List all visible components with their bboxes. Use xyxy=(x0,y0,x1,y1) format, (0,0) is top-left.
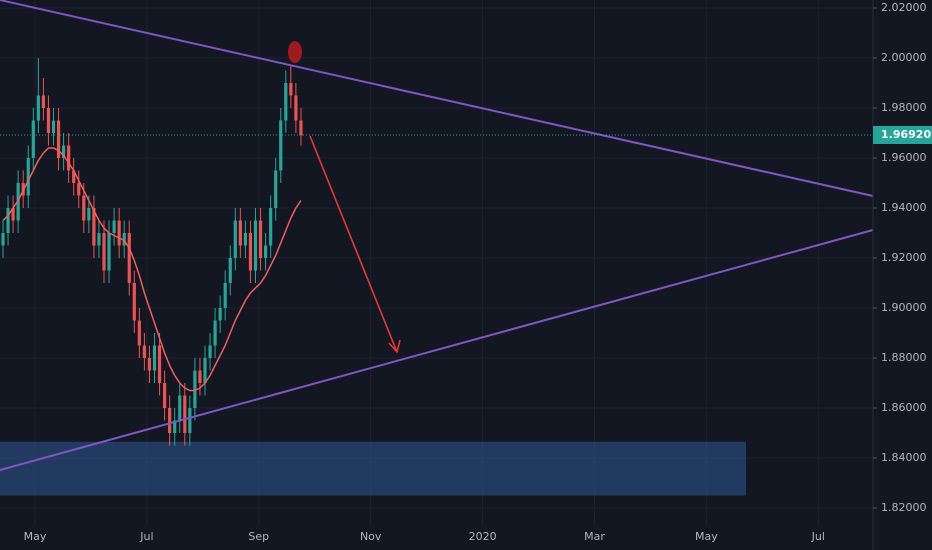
candle-body xyxy=(289,83,293,96)
candle-body xyxy=(67,145,71,171)
last-price-box xyxy=(873,126,932,144)
candle-body xyxy=(168,408,172,433)
candle-body xyxy=(41,95,45,108)
y-tick-label: 1.82000 xyxy=(881,501,927,514)
y-tick-label: 1.98000 xyxy=(881,101,927,114)
candle-body xyxy=(299,120,303,136)
candle-body xyxy=(122,233,126,246)
candle-body xyxy=(147,358,152,371)
price-axis xyxy=(873,0,932,550)
candle-body xyxy=(284,83,288,121)
candle-body xyxy=(173,420,177,433)
candle-body xyxy=(97,233,101,246)
candle-body xyxy=(203,358,207,383)
candle-body xyxy=(238,220,242,246)
candle-body xyxy=(178,395,182,421)
y-tick-label: 1.86000 xyxy=(881,401,927,414)
candle-body xyxy=(46,108,51,133)
y-tick-label: 1.96000 xyxy=(881,151,927,164)
moving-average xyxy=(2,147,302,392)
candle-body xyxy=(163,383,167,408)
candle-body xyxy=(198,370,202,383)
candle-body xyxy=(233,220,237,258)
candle-body xyxy=(87,208,91,221)
candle-body xyxy=(294,95,298,121)
candle-body xyxy=(1,233,5,246)
candle-body xyxy=(218,308,222,321)
candle-body xyxy=(223,283,227,308)
candle-body xyxy=(183,395,187,433)
candle-body xyxy=(269,208,273,246)
candle-body xyxy=(112,220,116,233)
last-price-label: 1.96920 xyxy=(881,128,931,141)
candle-body xyxy=(62,145,66,158)
candle-body xyxy=(107,233,111,271)
candle-body xyxy=(92,208,96,246)
x-tick-label: May xyxy=(24,530,47,543)
candle-body xyxy=(248,233,253,271)
candle-body xyxy=(264,245,268,258)
candle-body xyxy=(208,345,212,358)
candle-body xyxy=(36,95,40,121)
candle-body xyxy=(243,233,247,246)
candle-body xyxy=(82,195,86,221)
y-tick-label: 2.02000 xyxy=(881,1,927,14)
axis-labels: 1.82000 1.84000 1.86000 1.88000 1.90000 1.920… xyxy=(24,1,932,543)
x-tick-label: Jul xyxy=(811,530,825,543)
candle-body xyxy=(102,233,106,271)
candle-body xyxy=(258,220,263,258)
candle-body xyxy=(26,158,30,196)
candle-body xyxy=(137,320,141,346)
arrow-head xyxy=(388,339,401,354)
candle-body xyxy=(193,370,197,408)
candle-body xyxy=(51,120,56,133)
candle-body xyxy=(228,258,232,283)
y-tick-label: 1.94000 xyxy=(881,201,927,214)
candle-body xyxy=(142,345,146,358)
candle-body xyxy=(127,233,131,283)
x-tick-label: Nov xyxy=(360,530,382,543)
candle-body xyxy=(274,170,278,208)
grid xyxy=(0,0,873,525)
candle-body xyxy=(56,120,61,158)
candle-body xyxy=(279,120,283,171)
y-tick-label: 1.92000 xyxy=(881,251,927,264)
candle-body xyxy=(31,120,35,158)
x-tick-label: Sep xyxy=(248,530,269,543)
candle-body xyxy=(157,345,162,383)
candle-body xyxy=(77,183,81,196)
candle-body xyxy=(117,220,121,246)
highlight-circle xyxy=(288,41,302,63)
candle-body xyxy=(6,208,10,233)
candle-body xyxy=(72,170,76,183)
trendline xyxy=(0,0,874,197)
x-tick-label: 2020 xyxy=(469,530,497,543)
candle-body xyxy=(188,408,192,433)
x-tick-label: Mar xyxy=(584,530,605,543)
arrow xyxy=(309,135,398,353)
y-tick-label: 1.90000 xyxy=(881,301,927,314)
candle-body xyxy=(253,220,258,271)
zone xyxy=(0,441,746,496)
candle-body xyxy=(213,320,217,346)
x-tick-label: May xyxy=(695,530,718,543)
trendline xyxy=(0,229,874,471)
plot xyxy=(0,0,874,496)
candle-body xyxy=(152,345,157,371)
y-tick-label: 1.88000 xyxy=(881,351,927,364)
y-tick-label: 2.00000 xyxy=(881,51,927,64)
y-tick-label: 1.84000 xyxy=(881,451,927,464)
x-tick-label: Jul xyxy=(139,530,153,543)
candle-body xyxy=(132,283,136,321)
candle-body xyxy=(11,208,15,221)
